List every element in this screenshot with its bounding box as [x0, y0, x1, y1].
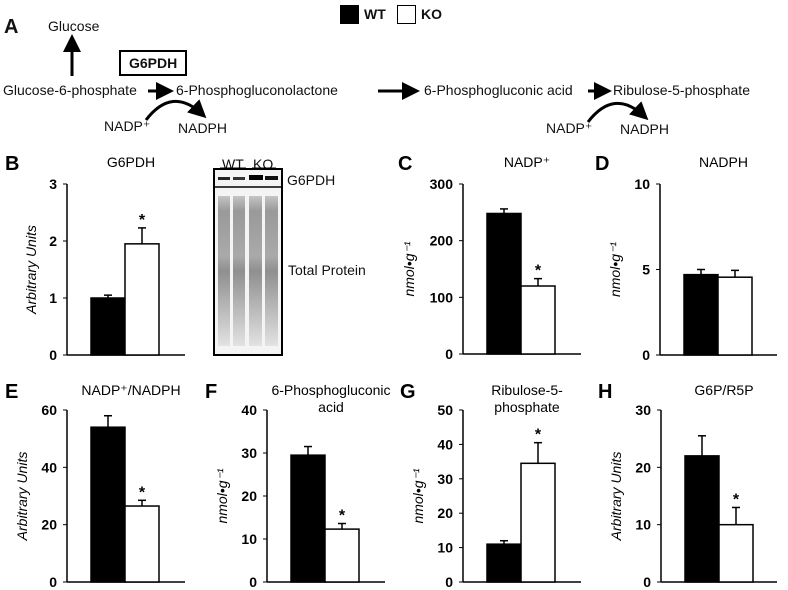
bar-wt	[90, 297, 126, 356]
g6p-label: Glucose-6-phosphate	[3, 82, 137, 98]
chart-title: G6PDH	[107, 154, 155, 170]
y-tick-label: 10	[241, 531, 257, 547]
y-tick-label: 40	[41, 459, 57, 475]
y-tick-label: 5	[642, 262, 650, 278]
y-tick-label: 10	[635, 517, 651, 533]
r5p-label: Ribulose-5-phosphate	[613, 82, 750, 98]
y-tick-label: 50	[437, 402, 453, 418]
y-tick-label: 0	[642, 347, 650, 363]
panel-label-a: A	[4, 16, 19, 38]
nadp-label-2: NADP⁺	[546, 120, 593, 136]
chart-title: acid	[318, 399, 344, 415]
y-tick-label: 20	[41, 517, 57, 533]
panel-label: G	[400, 381, 416, 403]
y-tick-label: 0	[49, 574, 57, 590]
significance-marker: *	[535, 263, 542, 280]
y-tick-label: 0	[643, 574, 651, 590]
y-tick-label: 40	[241, 402, 257, 418]
y-tick-label: 1	[49, 290, 57, 306]
nadp-label-1: NADP⁺	[104, 118, 151, 134]
bar-ko	[717, 276, 753, 356]
y-tick-label: 2	[49, 233, 57, 249]
bar-wt	[684, 455, 720, 583]
bar-ko	[124, 505, 160, 583]
chart-title: Ribulose-5-	[491, 382, 563, 398]
bar-ko	[324, 528, 360, 583]
significance-marker: *	[535, 427, 542, 444]
bar-wt	[290, 454, 326, 583]
y-tick-label: 0	[445, 574, 453, 590]
glucose-label: Glucose	[48, 18, 100, 34]
y-axis-label: nmol•g⁻¹	[607, 242, 623, 297]
curved-arrow-2	[586, 101, 649, 123]
y-axis-label: Arbitrary Units	[23, 225, 39, 315]
bar-wt	[683, 273, 719, 356]
panel-label: B	[5, 153, 19, 175]
significance-marker: *	[339, 508, 346, 525]
y-tick-label: 20	[437, 505, 453, 521]
y-tick-label: 30	[241, 445, 257, 461]
panel-label: F	[205, 381, 217, 403]
chart-title: phosphate	[494, 399, 560, 415]
bar-wt	[486, 212, 522, 355]
y-tick-label: 0	[445, 346, 453, 362]
chart-title: NADP⁺/NADPH	[81, 382, 180, 398]
significance-marker: *	[139, 212, 146, 229]
nadph-label-2: NADPH	[620, 121, 670, 137]
bar-ko	[718, 523, 754, 583]
y-axis-label: Arbitrary Units	[14, 452, 30, 542]
significance-marker: *	[733, 491, 740, 508]
y-tick-label: 20	[241, 488, 257, 504]
y-tick-label: 10	[437, 540, 453, 556]
legend-wt-swatch	[340, 5, 359, 24]
y-tick-label: 30	[635, 402, 651, 418]
lactone-label: 6-Phosphogluconolactone	[176, 82, 338, 98]
y-tick-label: 300	[430, 176, 454, 192]
legend-ko-swatch	[397, 5, 416, 24]
chart-title: G6P/R5P	[694, 382, 753, 398]
y-tick-label: 0	[49, 347, 57, 363]
panel-label: H	[598, 381, 612, 403]
y-axis-label: nmol•g⁻¹	[214, 468, 230, 523]
enzyme-box: G6PDH	[119, 50, 188, 76]
bar-ko	[520, 462, 556, 583]
bar-wt	[486, 543, 522, 583]
y-axis-label: nmol•g⁻¹	[410, 468, 426, 523]
y-axis-label: nmol•g⁻¹	[401, 241, 417, 296]
y-tick-label: 40	[437, 436, 453, 452]
bar-ko	[520, 285, 556, 355]
y-tick-label: 20	[635, 459, 651, 475]
y-axis-label: Arbitrary Units	[608, 452, 624, 542]
y-tick-label: 200	[430, 233, 454, 249]
panel-label: D	[595, 153, 609, 175]
y-tick-label: 60	[41, 402, 57, 418]
chart-title: NADP⁺	[504, 154, 550, 170]
chart-title: NADPH	[699, 154, 748, 170]
acid-label: 6-Phosphogluconic acid	[424, 82, 573, 98]
y-tick-label: 30	[437, 471, 453, 487]
curved-arrow-1	[144, 99, 207, 121]
panel-label: E	[5, 381, 18, 403]
y-tick-label: 3	[49, 176, 57, 192]
blot-band-label: G6PDH	[287, 172, 336, 188]
nadph-label-1: NADPH	[178, 120, 228, 136]
blot-total-label: Total Protein	[288, 262, 366, 278]
panel-label: C	[398, 153, 412, 175]
significance-marker: *	[139, 484, 146, 501]
y-tick-label: 10	[634, 176, 650, 192]
chart-title: 6-Phosphogluconic	[271, 382, 390, 398]
bar-wt	[90, 426, 126, 583]
y-tick-label: 0	[249, 574, 257, 590]
legend-wt-label: WT	[364, 6, 386, 22]
legend-ko-label: KO	[421, 6, 442, 22]
y-tick-label: 100	[430, 289, 454, 305]
bar-ko	[124, 243, 160, 356]
